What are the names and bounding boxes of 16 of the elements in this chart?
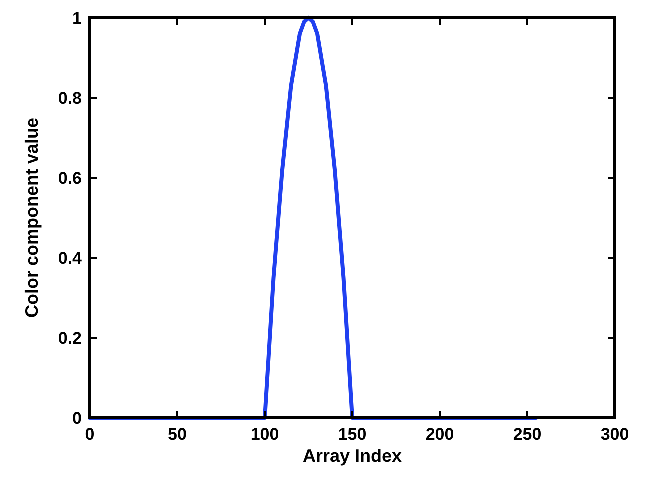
x-tick-label: 300	[600, 425, 630, 444]
y-tick-label: 0.6	[58, 169, 82, 188]
x-tick-label: 50	[168, 425, 187, 444]
y-tick-label: 1	[72, 9, 82, 28]
y-tick-label: 0.4	[58, 249, 83, 268]
x-tick-label: 250	[513, 425, 542, 444]
x-tick-label: 200	[426, 425, 454, 444]
x-tick-label: 100	[250, 425, 280, 444]
y-axis-title: Color component value	[22, 118, 42, 318]
y-tick-label: 0.2	[58, 329, 82, 348]
x-tick-label: 150	[338, 425, 367, 444]
y-tick-label: 0.8	[58, 89, 82, 108]
x-axis-title: Array Index	[302, 446, 402, 466]
line-series	[88, 16, 538, 420]
y-tick-label: 0	[72, 409, 82, 428]
x-tick-label: 0	[85, 425, 95, 444]
